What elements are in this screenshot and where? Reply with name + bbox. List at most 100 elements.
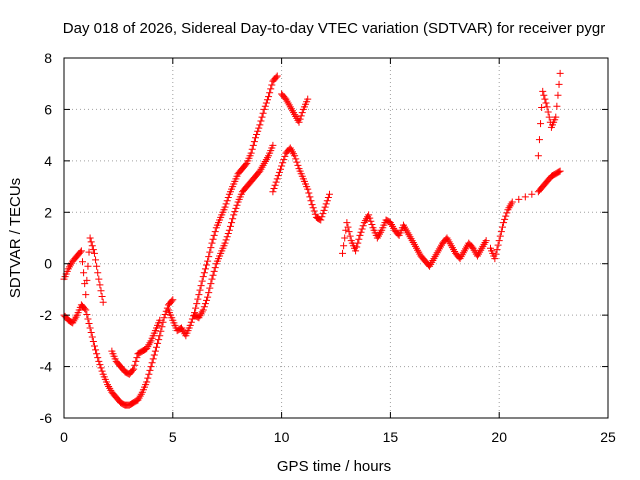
data-point: [144, 374, 152, 382]
data-point: [254, 127, 262, 135]
data-point: [305, 189, 313, 197]
series-track-j: [534, 69, 564, 160]
data-point: [206, 248, 214, 256]
data-point: [204, 293, 212, 301]
y-tick-label: 0: [44, 256, 52, 272]
x-axis-title: GPS time / hours: [277, 458, 391, 475]
data-point: [306, 193, 314, 201]
data-point: [310, 207, 318, 215]
data-point: [150, 351, 158, 359]
data-points: [60, 69, 564, 409]
data-point: [93, 350, 101, 358]
data-point: [496, 232, 504, 240]
data-point: [308, 201, 316, 209]
data-point: [255, 124, 263, 132]
data-point: [209, 235, 217, 243]
data-point: [210, 267, 218, 275]
plot-frame: [63, 57, 609, 419]
ticks: [63, 57, 609, 419]
data-point: [195, 291, 203, 299]
data-point: [494, 241, 502, 249]
data-point: [224, 230, 232, 237]
x-tick-label: 5: [169, 429, 177, 445]
data-point: [543, 103, 551, 111]
y-tick-label: 6: [44, 101, 52, 117]
series-track-g: [278, 90, 312, 126]
data-point: [130, 365, 138, 373]
data-point: [279, 159, 287, 167]
data-point: [226, 222, 234, 230]
data-point: [266, 89, 274, 97]
data-point: [340, 242, 348, 250]
data-point: [501, 215, 509, 223]
series-track-b: [60, 234, 107, 306]
x-tick-label: 0: [60, 429, 68, 445]
data-point: [199, 306, 207, 314]
data-point: [87, 329, 95, 336]
data-point: [98, 293, 106, 300]
x-tick-label: 20: [491, 429, 507, 445]
data-point: [323, 197, 331, 205]
data-point: [197, 282, 205, 290]
data-point: [521, 193, 529, 201]
data-point: [271, 181, 279, 189]
data-point: [211, 264, 219, 272]
data-point: [304, 185, 312, 193]
data-point: [324, 194, 332, 201]
data-point: [263, 96, 271, 104]
data-point: [317, 216, 325, 224]
data-point: [158, 323, 166, 331]
data-point: [222, 236, 230, 244]
data-point: [515, 195, 523, 203]
data-point: [154, 339, 162, 347]
data-point: [90, 249, 98, 257]
data-point: [248, 145, 256, 153]
data-point: [143, 378, 151, 386]
data-point: [247, 149, 255, 157]
data-point: [76, 248, 84, 256]
data-point: [151, 347, 159, 355]
data-point: [309, 204, 317, 212]
data-point: [132, 357, 140, 365]
data-point: [272, 178, 280, 186]
data-point: [500, 219, 508, 227]
data-point: [80, 269, 88, 277]
data-point: [92, 256, 100, 264]
data-point: [200, 303, 208, 311]
data-point: [273, 72, 281, 80]
data-point: [258, 113, 266, 121]
data-point: [131, 361, 139, 369]
data-point: [274, 172, 282, 180]
data-point: [343, 219, 351, 227]
data-point: [260, 105, 268, 113]
data-point: [359, 222, 367, 230]
data-point: [188, 315, 196, 323]
data-point: [492, 250, 500, 258]
data-point: [152, 343, 160, 351]
data-point: [355, 235, 363, 243]
data-point: [83, 311, 91, 318]
data-point: [544, 108, 552, 116]
data-point: [493, 246, 501, 254]
data-point: [242, 161, 250, 169]
data-point: [203, 296, 211, 304]
data-point: [265, 93, 273, 101]
data-point: [556, 69, 564, 77]
data-point: [261, 102, 269, 110]
data-point: [269, 188, 277, 196]
data-point: [482, 237, 490, 245]
data-point: [161, 311, 169, 318]
data-point: [86, 324, 94, 332]
data-point: [222, 200, 230, 208]
data-point: [98, 367, 106, 375]
series-track-c: [108, 316, 164, 378]
data-point: [82, 291, 90, 299]
data-point: [207, 280, 215, 288]
data-point: [94, 354, 102, 362]
data-point: [97, 364, 105, 372]
data-point: [97, 287, 105, 295]
data-point: [267, 85, 275, 93]
data-point: [368, 221, 376, 228]
data-point: [84, 315, 92, 323]
